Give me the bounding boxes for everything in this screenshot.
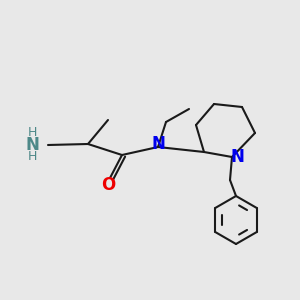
Text: H: H (27, 151, 37, 164)
Text: O: O (101, 176, 115, 194)
Text: H: H (27, 127, 37, 140)
Text: N: N (230, 148, 244, 166)
Text: N: N (25, 136, 39, 154)
Text: N: N (151, 135, 165, 153)
